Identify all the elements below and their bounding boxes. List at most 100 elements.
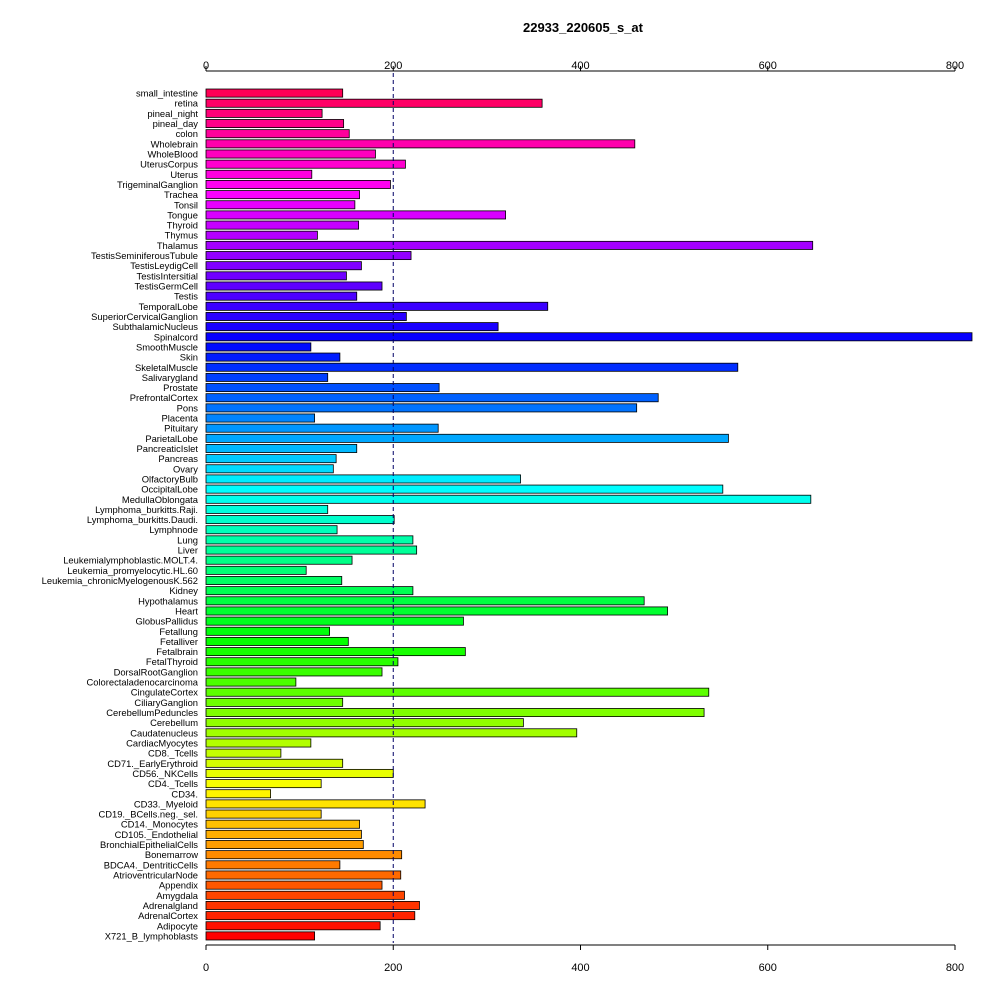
bar-Hypothalamus xyxy=(205,596,645,606)
category-label: CardiacMyocytes xyxy=(126,737,198,748)
bar-Uterus xyxy=(205,169,313,179)
bar-SkeletalMuscle xyxy=(205,362,739,372)
bar-Adrenalgland xyxy=(205,900,420,910)
bar-CerebellumPeduncles xyxy=(205,708,705,717)
bar-Salivarygland xyxy=(205,372,329,382)
bar-GlobusPallidus xyxy=(205,616,464,626)
category-label: BDCA4._DentriticCells xyxy=(104,859,199,870)
bar-CD34. xyxy=(205,789,272,799)
bar-X721_B_lymphoblasts xyxy=(205,931,316,941)
bar-SubthalamicNucleus xyxy=(205,322,499,332)
category-label: PancreaticIslet xyxy=(137,443,199,454)
bar-OlfactoryBulb xyxy=(205,474,521,484)
x-axis-bottom-tick-label: 600 xyxy=(759,962,777,974)
x-axis-top-tick-label: 800 xyxy=(946,60,964,72)
x-axis-bottom-tick-label: 200 xyxy=(384,962,402,974)
category-label: BronchialEpithelialCells xyxy=(100,839,198,850)
category-label: DorsalRootGanglion xyxy=(114,666,198,677)
bar-Liver xyxy=(205,545,418,555)
category-label: Hypothalamus xyxy=(138,595,198,606)
bar-Ovary xyxy=(205,464,334,474)
category-label: pineal_night xyxy=(147,108,198,119)
category-label: TestisGermCell xyxy=(134,281,198,292)
category-label: X721_B_lymphoblasts xyxy=(105,930,199,941)
category-label: AtrioventricularNode xyxy=(113,869,198,880)
category-label: Thymus xyxy=(165,230,199,241)
category-label: Salivarygland xyxy=(142,372,198,383)
bar-pineal_night xyxy=(205,108,323,118)
bar-Fetallung xyxy=(205,626,330,636)
x-axis-bottom-tick-label: 0 xyxy=(203,962,209,974)
bar-Fetalliver xyxy=(205,636,349,646)
bar-CD19._BCells.neg._sel. xyxy=(205,809,322,819)
category-label: Cerebellum xyxy=(150,717,198,728)
bar-WholeBlood xyxy=(205,149,376,159)
bar-Thymus xyxy=(205,230,318,240)
category-label: CD105._Endothelial xyxy=(115,829,198,840)
category-label: Heart xyxy=(175,605,198,616)
category-label: Caudatenucleus xyxy=(130,727,198,738)
bar-pineal_day xyxy=(205,119,345,129)
bar-OccipitalLobe xyxy=(205,484,724,494)
bar-CiliaryGanglion xyxy=(205,697,344,707)
category-label: Bonemarrow xyxy=(145,849,198,860)
category-label: Fetalbrain xyxy=(156,646,198,657)
bar-retina xyxy=(205,98,543,108)
category-label: Thyroid xyxy=(167,220,198,231)
category-label: Amygdala xyxy=(156,890,198,901)
category-label: UterusCorpus xyxy=(140,159,198,170)
bar-Lymphoma_burkitts.Raji. xyxy=(205,504,329,514)
category-label: CD14._Monocytes xyxy=(121,819,198,830)
category-label: Placenta xyxy=(162,413,199,424)
bar-TestisSeminiferousTubule xyxy=(205,251,412,261)
category-label: Trachea xyxy=(164,189,199,200)
category-label: SubthalamicNucleus xyxy=(113,321,199,332)
category-label: Testis xyxy=(174,291,198,302)
category-label: Leukemia_chronicMyelogenousK.562 xyxy=(42,575,198,586)
category-label: CD71._EarlyErythroid xyxy=(107,758,198,769)
bar-CardiacMyocytes xyxy=(205,738,312,748)
category-label: SkeletalMuscle xyxy=(135,362,198,373)
category-label: CD8._Tcells xyxy=(148,748,198,759)
bar-UterusCorpus xyxy=(205,159,406,169)
bar-Tonsil xyxy=(205,200,356,210)
bar-Amygdala xyxy=(205,890,405,900)
category-label: CingulateCortex xyxy=(131,687,199,698)
x-axis-top-tick-label: 600 xyxy=(759,60,777,72)
bar-AtrioventricularNode xyxy=(205,870,402,880)
category-label: Lung xyxy=(177,534,198,545)
bar-MedullaOblongata xyxy=(205,494,812,504)
bar-Spinalcord xyxy=(205,332,973,342)
x-axis-bottom-tick-label: 400 xyxy=(571,962,589,974)
category-label: Lymphnode xyxy=(149,524,198,535)
category-label: MedullaOblongata xyxy=(122,494,199,505)
bar-TestisIntersitial xyxy=(205,271,347,281)
category-label: ParietalLobe xyxy=(145,433,198,444)
chart-title: 22933_220605_s_at xyxy=(522,20,643,35)
bar-Leukemia_promyelocytic.HL.60 xyxy=(205,565,307,575)
bar-Lymphoma_burkitts.Daudi. xyxy=(205,515,395,525)
bar-Adipocyte xyxy=(205,921,381,931)
category-label: TestisIntersitial xyxy=(137,270,198,281)
bar-Lung xyxy=(205,535,414,545)
bar-CingulateCortex xyxy=(205,687,710,697)
category-label: Lymphoma_burkitts.Raji. xyxy=(95,504,198,515)
category-label: Adrenalgland xyxy=(143,900,198,911)
category-label: FetalThyroid xyxy=(146,656,198,667)
category-label: CD56._NKCells xyxy=(132,768,198,779)
category-label: Pituitary xyxy=(164,423,198,434)
bar-Wholebrain xyxy=(205,139,636,149)
category-label: Adipocyte xyxy=(157,920,198,931)
category-label: Wholebrain xyxy=(151,138,198,149)
bar-Lymphnode xyxy=(205,525,338,535)
category-label: Liver xyxy=(178,545,198,556)
bar-Kidney xyxy=(205,586,414,596)
bar-Appendix xyxy=(205,880,383,890)
bar-Bonemarrow xyxy=(205,850,403,860)
bar-Caudatenucleus xyxy=(205,728,578,738)
category-label: Fetallung xyxy=(159,626,198,637)
category-label: colon xyxy=(176,128,198,139)
category-label: Skin xyxy=(180,352,198,363)
category-label: TestisSeminiferousTubule xyxy=(91,250,198,261)
bar-Thyroid xyxy=(205,220,360,230)
